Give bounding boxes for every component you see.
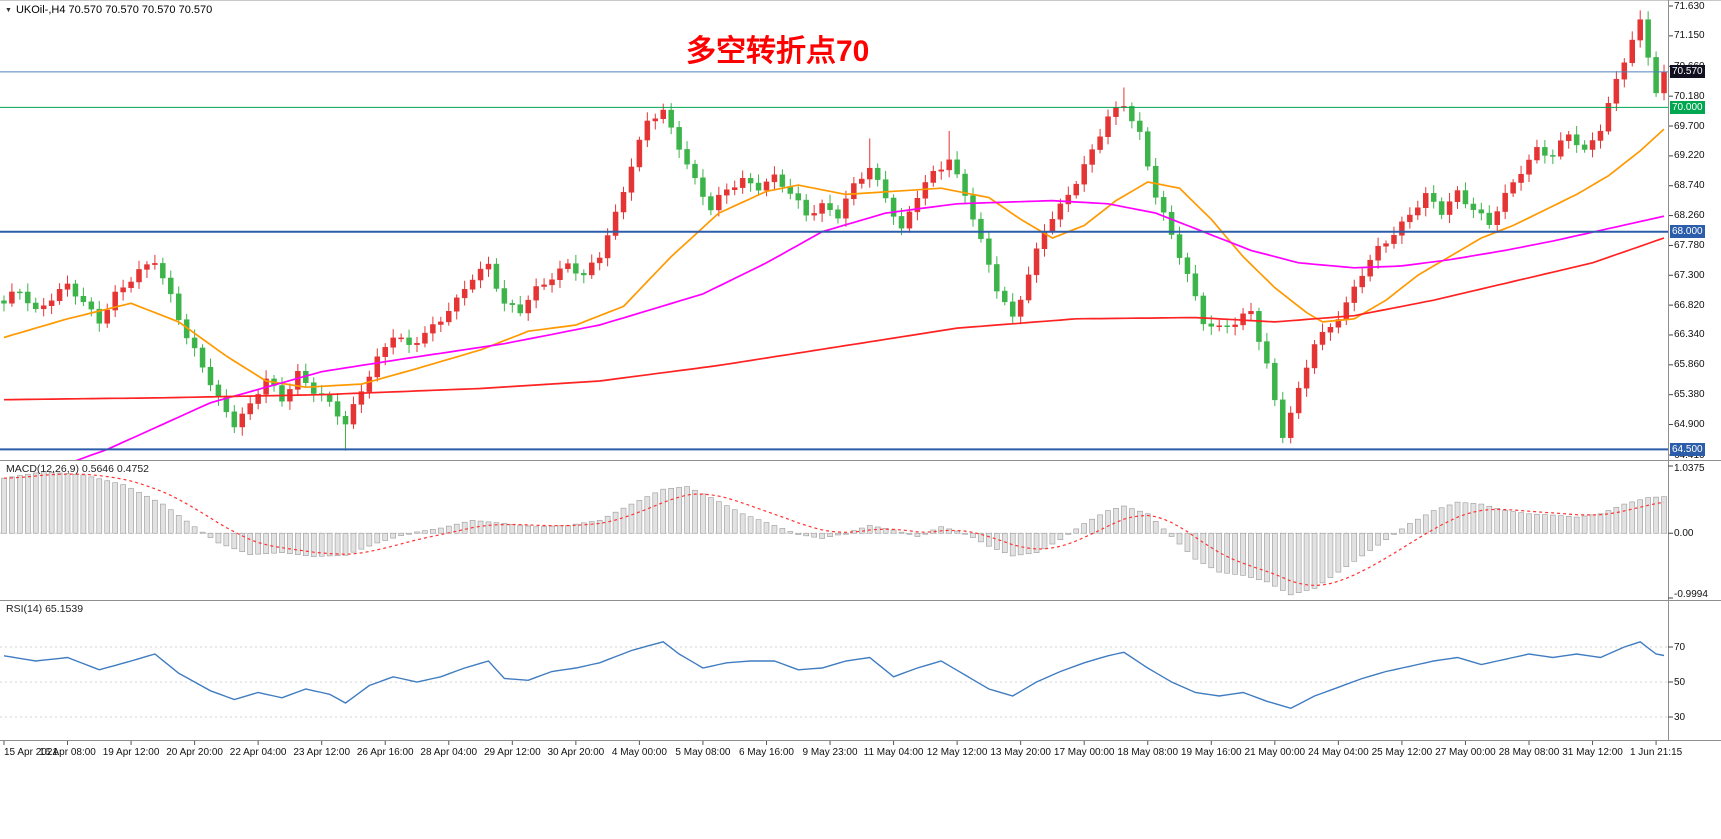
ma-mid-line <box>75 199 1665 460</box>
macd-signal-line <box>3 473 1665 587</box>
rsi-line <box>3 641 1665 710</box>
ma-fast-line <box>3 128 1665 389</box>
price-panel <box>1 10 1667 460</box>
macd-panel <box>0 471 1668 596</box>
rsi-panel <box>0 641 1668 718</box>
ma-slow-line <box>3 237 1665 401</box>
